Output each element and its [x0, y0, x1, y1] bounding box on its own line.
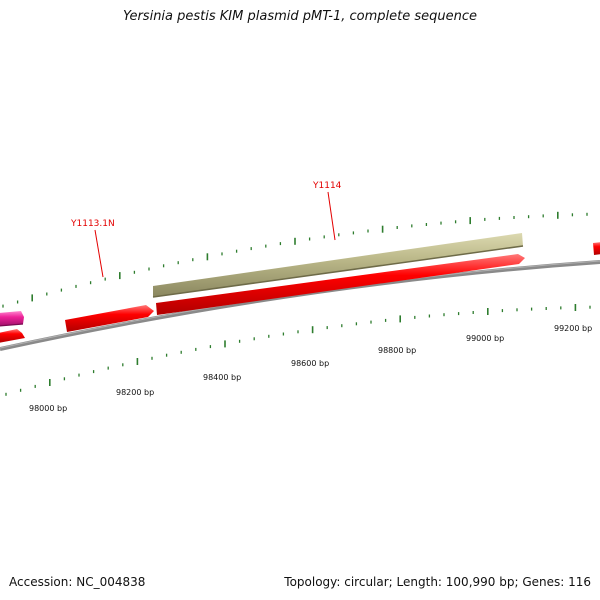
gene-magenta[interactable] — [0, 311, 24, 327]
tick-label-98600: 98600 bp — [291, 359, 329, 368]
label-leader-y1113-1n — [94, 229, 104, 278]
gene-red-left[interactable] — [0, 329, 25, 343]
gene-y1114[interactable] — [152, 233, 524, 298]
topology-summary-text: Topology: circular; Length: 100,990 bp; … — [284, 575, 591, 589]
tick-label-98400: 98400 bp — [203, 373, 241, 382]
tick-label-98000: 98000 bp — [29, 404, 67, 413]
gene-y1113-1n[interactable] — [65, 305, 154, 332]
accession-text: Accession: NC_004838 — [9, 575, 146, 589]
outer-tick-track — [2, 211, 588, 308]
gene-red-long[interactable] — [156, 254, 525, 315]
tick-label-98200: 98200 bp — [116, 388, 154, 397]
tick-label-98800: 98800 bp — [378, 346, 416, 355]
gene-red-right[interactable] — [593, 242, 600, 255]
tick-label-99200: 99200 bp — [554, 324, 592, 333]
label-leader-y1114 — [327, 191, 336, 241]
inner-tick-track — [5, 304, 591, 396]
page-title: Yersinia pestis KIM plasmid pMT-1, compl… — [122, 9, 478, 24]
gene-label-y1114: Y1114 — [312, 181, 342, 191]
gene-label-y1113-1n: Y1113.1N — [70, 219, 115, 229]
tick-label-99000: 99000 bp — [466, 334, 504, 343]
